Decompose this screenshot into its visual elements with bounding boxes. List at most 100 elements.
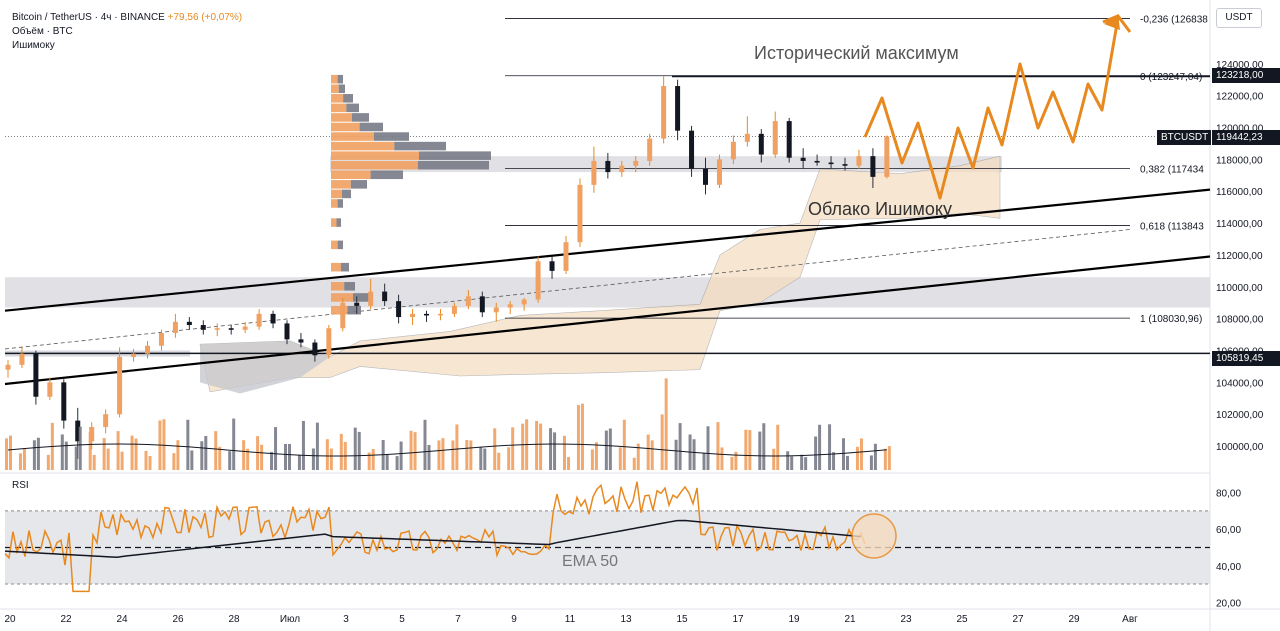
volume-bar: [130, 435, 134, 470]
projection-arrowtip: [1104, 14, 1120, 30]
volume-bar: [567, 457, 570, 470]
volume-bar: [497, 452, 501, 470]
volume-bar: [576, 405, 580, 470]
volume-profile-bar-bull: [331, 305, 348, 315]
volume-bar: [214, 431, 218, 470]
legend: Bitcoin / TetherUS · 4ч · BINANCE +79,56…: [12, 11, 242, 53]
volume-bar: [22, 448, 26, 470]
volume-bar: [804, 457, 808, 470]
legend-change: +79,56 (+0,07%): [167, 12, 243, 23]
volume-profile-bar-bear: [353, 293, 371, 302]
candle-body: [172, 321, 178, 333]
time-axis-label: 27: [1012, 614, 1024, 625]
candle-body: [103, 414, 109, 427]
volume-profile-bar-bear: [350, 180, 367, 189]
legend-volume[interactable]: Объём · BTC: [12, 26, 73, 37]
volume-profile-bar-bear: [394, 141, 446, 151]
volume-bar: [144, 450, 148, 470]
volume-bar: [339, 433, 343, 470]
price-tick-label: 108000,00: [1216, 315, 1264, 326]
volume-bar: [776, 424, 780, 470]
candle-body: [354, 302, 360, 306]
volume-profile-bar-bear: [336, 218, 341, 227]
candle-body: [186, 321, 192, 326]
candle-body: [214, 328, 220, 330]
volume-bar: [204, 435, 208, 470]
volume-bar: [36, 437, 40, 470]
legend-symbol-row[interactable]: Bitcoin / TetherUS · 4ч · BINANCE +79,56…: [12, 11, 242, 25]
ath-annotation: Исторический максимум: [754, 43, 959, 63]
volume-bar: [186, 419, 190, 470]
volume-bar: [507, 447, 511, 470]
volume-bar: [479, 447, 483, 470]
volume-profile-bar-bull: [331, 122, 360, 132]
volume-bar: [814, 436, 818, 470]
legend-ichimoku[interactable]: Ишимоку: [12, 40, 55, 51]
volume-bar: [274, 427, 278, 470]
volume-bar: [260, 444, 264, 470]
volume-profile-bar-bull: [331, 84, 339, 94]
candle-body: [619, 165, 625, 173]
volume-bar: [357, 431, 361, 470]
rsi-highlight-circle: [851, 513, 897, 559]
volume-bar: [636, 443, 640, 470]
volume-profile-bar-bull: [331, 199, 338, 208]
time-axis-label: Июл: [280, 614, 300, 625]
candle-body: [465, 296, 471, 306]
volume-bar: [553, 432, 557, 470]
volume-bar: [325, 439, 329, 470]
time-axis-label: 13: [620, 614, 632, 625]
candle-body: [145, 345, 150, 354]
volume-bar: [744, 429, 748, 470]
rsi-pane-label[interactable]: RSI: [12, 480, 29, 491]
candle-body: [270, 313, 276, 324]
volume-bar: [887, 446, 891, 470]
time-axis-label: 24: [116, 614, 128, 625]
volume-bar: [32, 440, 36, 470]
volume-bar: [190, 450, 194, 470]
volume-bar: [846, 455, 849, 470]
volume-bar: [748, 430, 752, 470]
time-axis-label: 26: [172, 614, 184, 625]
volume-bar: [218, 446, 222, 470]
candle-body: [382, 291, 388, 302]
candle-body: [535, 261, 541, 300]
candle-body: [828, 162, 834, 165]
candle-body: [758, 133, 764, 155]
volume-bar: [720, 447, 724, 470]
candle-body: [326, 328, 332, 356]
price-tick-label: 112000,00: [1216, 251, 1263, 262]
volume-bar: [632, 457, 636, 470]
time-axis-label: 22: [60, 614, 72, 625]
price-tick-label: 100000,00: [1216, 442, 1264, 453]
support-price-tag: 105819,45: [1212, 351, 1280, 366]
volume-bar: [64, 441, 68, 470]
volume-bar: [242, 440, 246, 470]
volume-bar: [297, 454, 301, 470]
volume-bar: [594, 442, 598, 470]
volume-bar: [535, 420, 539, 470]
currency-selector[interactable]: USDT: [1216, 8, 1262, 28]
volume-bar: [842, 438, 845, 470]
fib-level-label: 0 (123247,04): [1140, 72, 1202, 83]
volume-bar: [353, 427, 357, 470]
volume-profile-bar-bull: [331, 132, 374, 141]
volume-bar: [451, 440, 455, 470]
candle-body: [47, 382, 53, 397]
volume-bar: [116, 431, 120, 470]
volume-profile-bar-bear: [340, 262, 349, 272]
volume-bar: [539, 423, 543, 470]
candle-body: [33, 353, 39, 397]
volume-bar: [441, 438, 445, 470]
time-axis-label: Авг: [1122, 614, 1138, 625]
candle-body: [256, 313, 262, 327]
time-axis-label: 15: [676, 614, 688, 625]
rsi-line: [4, 481, 866, 593]
candle-body: [605, 160, 611, 173]
volume-bar: [413, 432, 417, 470]
candle-body: [633, 160, 639, 166]
volume-bar: [311, 448, 315, 470]
volume-bar: [549, 428, 553, 470]
